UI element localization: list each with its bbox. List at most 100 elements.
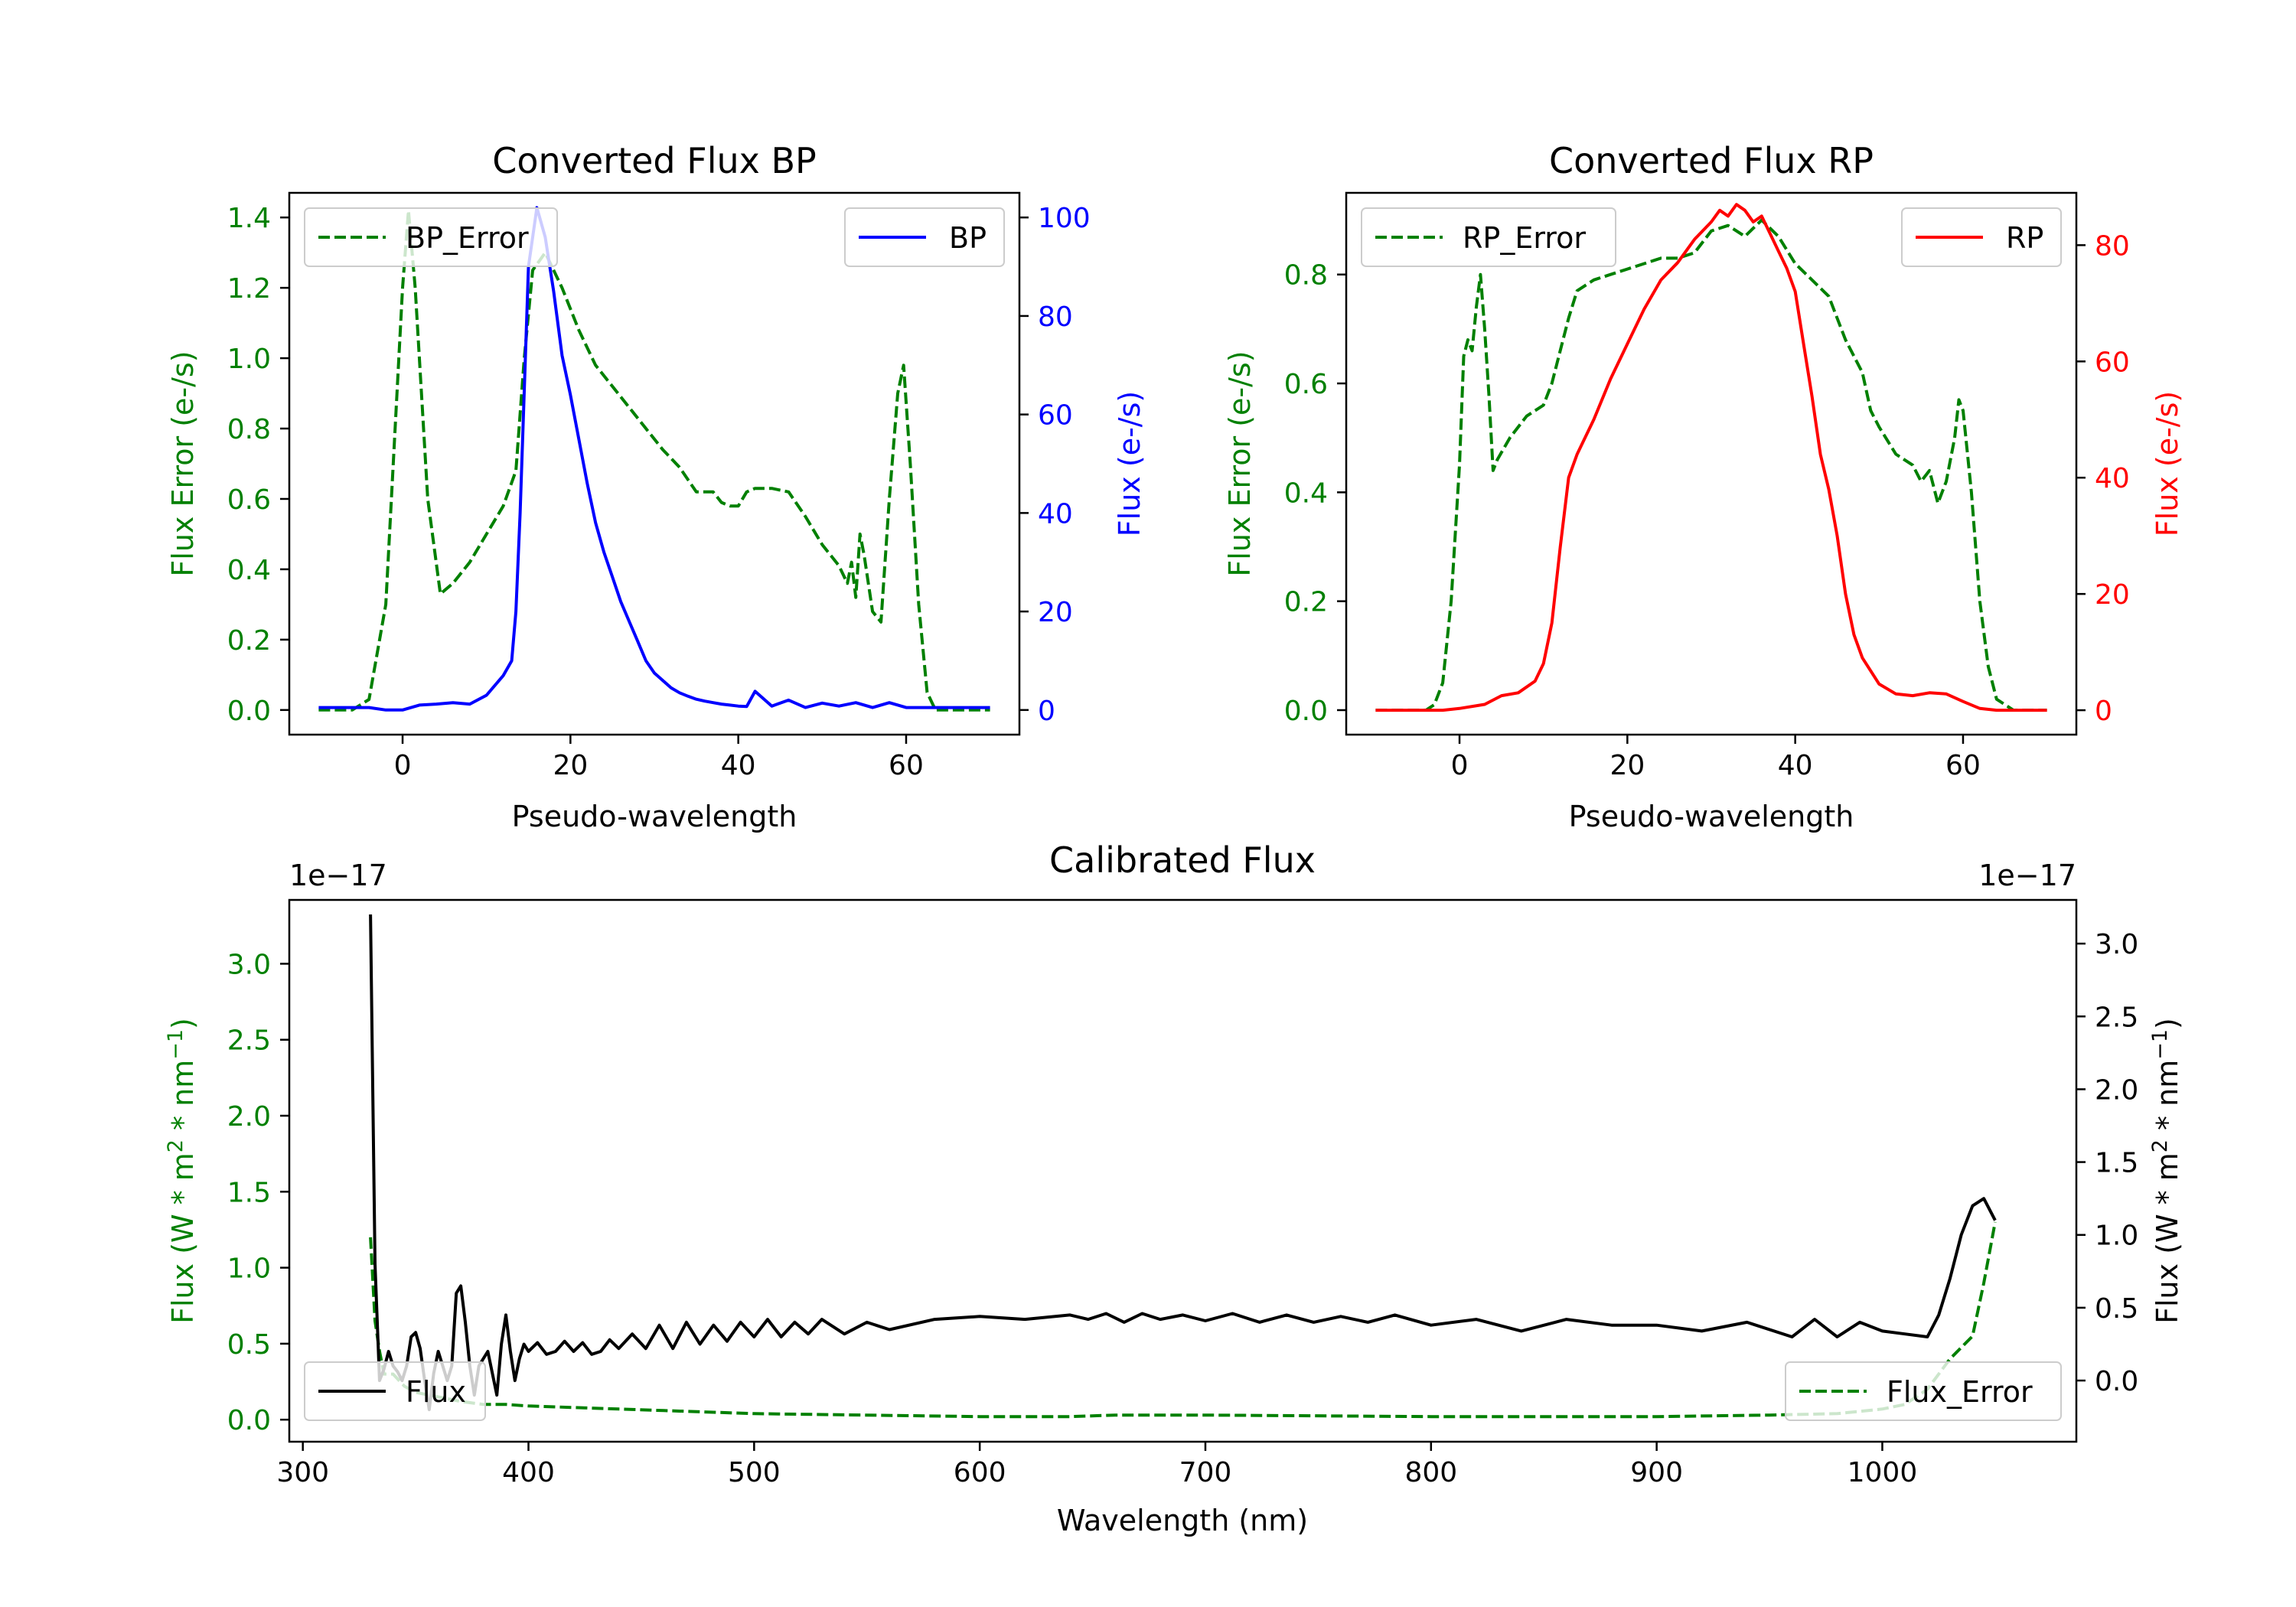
cal-ytick-left-label: 2.0 (227, 1101, 271, 1133)
cal-xtick-label: 700 (1179, 1457, 1232, 1488)
rp-ytick-right-label: 80 (2095, 230, 2130, 262)
cal-ytick-left-label: 2.5 (227, 1025, 271, 1057)
cal-ytick-left-label: 3.0 (227, 949, 271, 980)
bp-xtick-label: 60 (889, 750, 924, 781)
cal-xtick-label: 600 (954, 1457, 1006, 1488)
cal-legend-error: Flux_Error (1785, 1361, 2062, 1421)
panel-calibrated: Calibrated Flux 1e−17 1e−17 300 400 500 600… (164, 839, 2184, 1537)
bp-ytick-right-label: 100 (1038, 203, 1091, 234)
bp-ytick-left-label: 0.0 (227, 696, 271, 727)
rp-series-group (1375, 203, 2047, 712)
cal-xtick-label: 800 (1404, 1457, 1457, 1488)
bp-legend-error-box (304, 207, 558, 267)
rp-y-axis-left: 0.0 0.2 0.4 0.6 0.8 (1284, 260, 1346, 727)
bp-ylabel-right: Flux (e-/s) (1113, 391, 1146, 536)
bp-series-bp-line (318, 206, 990, 712)
cal-y-axis-left: 0.0 0.5 1.0 1.5 2.0 2.5 3.0 (227, 949, 289, 1436)
cal-legend-error-label: Flux_Error (1887, 1375, 2033, 1409)
bp-xtick-label: 40 (721, 750, 756, 781)
bp-ytick-left-label: 1.4 (227, 203, 271, 234)
rp-ytick-right-label: 20 (2095, 579, 2130, 611)
cal-legend-flux: Flux (304, 1361, 486, 1421)
cal-ylabel-right: Flux (W * m2 * nm−1) (2148, 1018, 2184, 1324)
bp-ytick-left-label: 0.2 (227, 625, 271, 657)
rp-series-rp-line (1375, 203, 2047, 712)
cal-plot-frame (288, 898, 2078, 1443)
rp-ytick-left-label: 0.6 (1284, 369, 1328, 400)
cal-ytick-right-label: 1.5 (2095, 1148, 2138, 1179)
rp-series-rp-error-line (1375, 218, 2047, 712)
cal-y-axis-right: 0.0 0.5 1.0 1.5 2.0 2.5 3.0 (2076, 929, 2138, 1397)
cal-legend-flux-label: Flux (406, 1375, 466, 1409)
bp-ytick-right-label: 40 (1038, 498, 1073, 530)
cal-legend-error-box (1785, 1361, 2062, 1421)
rp-xtick-label: 40 (1778, 750, 1813, 781)
rp-ytick-left-label: 0.4 (1284, 478, 1328, 509)
rp-ytick-left-label: 0.8 (1284, 260, 1328, 292)
cal-ytick-left-label: 1.0 (227, 1253, 271, 1285)
rp-ytick-left-label: 0.0 (1284, 696, 1328, 727)
bp-series-group (318, 206, 990, 712)
cal-ylabel-left: Flux (W * m2 * nm−1) (164, 1018, 200, 1324)
rp-xtick-label: 0 (1451, 750, 1469, 781)
rp-ytick-left-label: 0.2 (1284, 587, 1328, 618)
cal-title: Calibrated Flux (1049, 839, 1316, 881)
cal-ytick-right-label: 3.0 (2095, 929, 2138, 960)
cal-ytick-left-label: 1.5 (227, 1177, 271, 1208)
cal-offset-right: 1e−17 (1978, 859, 2076, 892)
rp-x-axis: 0 20 40 60 (1451, 735, 1981, 781)
bp-ytick-left-label: 0.8 (227, 414, 271, 445)
bp-ytick-left-label: 0.4 (227, 555, 271, 586)
bp-legend-error: BP_Error (304, 207, 558, 267)
rp-legend-flux: RP (1901, 207, 2062, 267)
cal-ytick-left-label: 0.0 (227, 1405, 271, 1436)
panel-rp: Converted Flux RP 0 20 40 60 0.00.20.40.60.… (1223, 140, 2184, 833)
cal-ytick-right-label: 0.0 (2095, 1366, 2138, 1397)
bp-ytick-right-label: 0 (1038, 696, 1055, 727)
rp-legend-error: RP_Error (1361, 207, 1616, 267)
bp-ytick-left-label: 1.2 (227, 273, 271, 305)
rp-xlabel: Pseudo-wavelength (1569, 800, 1854, 833)
cal-ytick-right-label: 1.0 (2095, 1221, 2138, 1252)
cal-offset-left: 1e−17 (289, 859, 387, 892)
bp-xtick-label: 0 (394, 750, 412, 781)
cal-xtick-label: 1000 (1848, 1457, 1918, 1488)
bp-legend-flux: BP (844, 207, 1005, 267)
cal-ytick-right-label: 0.5 (2095, 1293, 2138, 1325)
bp-ytick-left-label: 1.0 (227, 344, 271, 375)
bp-legend-flux-label: BP (949, 221, 987, 255)
bp-title: Converted Flux BP (492, 140, 817, 181)
cal-ytick-left-label: 0.5 (227, 1329, 271, 1361)
rp-legend-error-box (1361, 207, 1616, 267)
rp-ytick-right-label: 0 (2095, 696, 2112, 727)
rp-legend-flux-label: RP (2006, 221, 2043, 255)
rp-xtick-label: 60 (1945, 750, 1981, 781)
cal-ytick-right-label: 2.0 (2095, 1074, 2138, 1106)
cal-xlabel: Wavelength (nm) (1057, 1504, 1308, 1537)
cal-xtick-label: 300 (276, 1457, 329, 1488)
rp-legend-error-label: RP_Error (1463, 221, 1586, 255)
rp-y-axis-right: 0 20 40 60 80 (2076, 230, 2130, 727)
cal-xtick-label: 900 (1630, 1457, 1683, 1488)
bp-ylabel-left: Flux Error (e-/s) (166, 350, 200, 576)
rp-ytick-right-label: 60 (2095, 347, 2130, 378)
bp-ytick-left-label: 0.6 (227, 484, 271, 516)
rp-plot-frame (1345, 191, 2078, 736)
rp-ytick-right-label: 40 (2095, 463, 2130, 494)
cal-x-axis: 300 400 500 600 700 800 900 1000 (276, 1442, 1917, 1488)
panel-bp: Converted Flux BP 0 20 40 60 0.00.20.40.60.… (166, 140, 1146, 833)
bp-xtick-label: 20 (553, 750, 588, 781)
cal-legend-flux-box (304, 1361, 486, 1421)
bp-ytick-right-label: 80 (1038, 302, 1073, 333)
cal-xtick-label: 400 (502, 1457, 555, 1488)
bp-plot-frame (288, 191, 1021, 736)
bp-y-axis-left: 0.0 0.2 0.4 0.6 0.8 1.0 1.2 1.4 (227, 203, 289, 727)
rp-ylabel-left: Flux Error (e-/s) (1223, 350, 1257, 576)
rp-ylabel-right: Flux (e-/s) (2151, 391, 2184, 536)
cal-ytick-right-label: 2.5 (2095, 1002, 2138, 1033)
rp-title: Converted Flux RP (1549, 140, 1874, 181)
bp-xlabel: Pseudo-wavelength (512, 800, 797, 833)
bp-ytick-right-label: 20 (1038, 597, 1073, 628)
